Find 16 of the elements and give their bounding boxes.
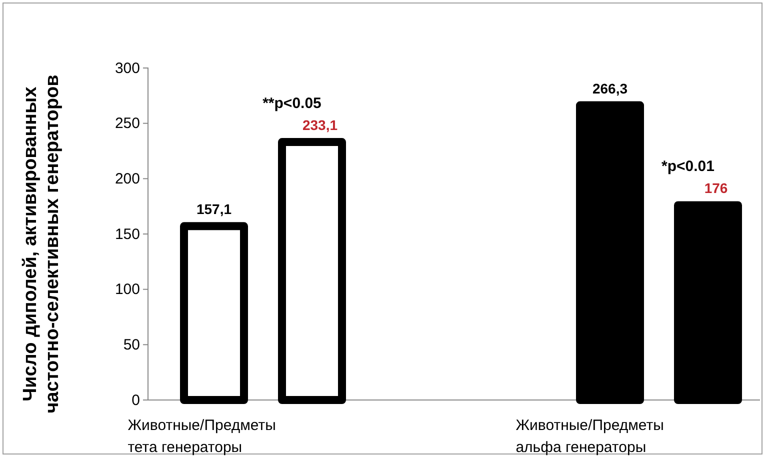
y-tick-label: 150 (114, 226, 140, 243)
y-tick-label: 200 (114, 170, 140, 188)
y-tick-label: 250 (114, 115, 140, 132)
x-tick-label: Животные/Предметы тета генераторы (128, 417, 276, 456)
y-tick-label: 50 (123, 336, 140, 354)
data-label: 157,1 (196, 201, 232, 218)
annotation: **p<0.05 (262, 95, 322, 112)
y-tick-label: 100 (114, 281, 140, 298)
y-axis-title: Число диполей, активированных частотно-селективных генераторов (20, 74, 63, 414)
annotation: *p<0.01 (662, 158, 714, 176)
data-label: 176 (704, 180, 728, 196)
data-label: 233,1 (302, 117, 338, 134)
data-label: 266,3 (592, 80, 628, 96)
y-tick-label: 300 (114, 60, 140, 77)
x-tick-label: Животные/Предметы альфа генераторы (516, 417, 664, 456)
y-tick-label: 0 (132, 392, 140, 409)
